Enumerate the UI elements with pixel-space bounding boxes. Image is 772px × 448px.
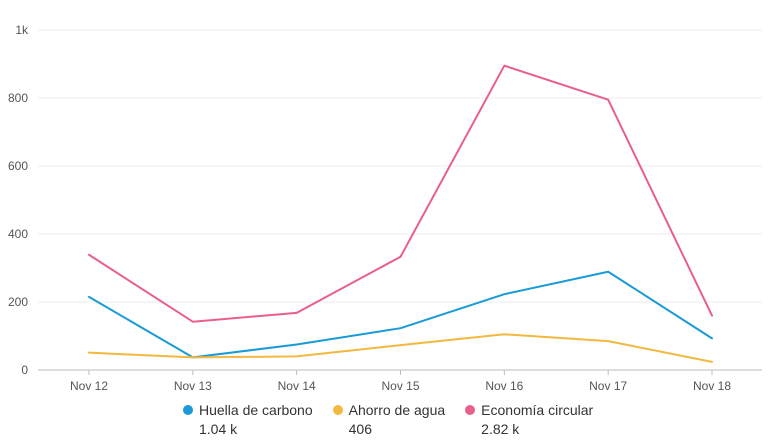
x-tick-label: Nov 17 xyxy=(589,379,627,393)
series-line-ahorro xyxy=(88,333,713,363)
y-tick-label: 200 xyxy=(8,295,28,309)
x-tick-label: Nov 12 xyxy=(70,379,108,393)
y-tick-label: 800 xyxy=(8,91,28,105)
y-tick-label: 1k xyxy=(15,23,29,37)
x-tick-label: Nov 14 xyxy=(278,379,316,393)
legend-label-economia: Economía circular xyxy=(481,402,594,418)
legend-dot-ahorro xyxy=(332,405,343,415)
legend-total-huella: 1.04 k xyxy=(199,421,238,437)
chart-legend: Huella de carbono 1.04 k Ahorro de agua … xyxy=(183,402,593,437)
line-chart: 0 200 400 600 800 1k Nov 12 Nov 13 Nov 14 Nov 15 N… xyxy=(8,23,762,393)
legend-label-huella: Huella de carbono xyxy=(199,402,313,418)
x-tick-label: Nov 18 xyxy=(693,379,731,393)
series-line-economia xyxy=(88,64,713,323)
legend-dot-huella xyxy=(183,405,193,415)
legend-item-economia[interactable]: Economía circular 2.82 k xyxy=(465,402,593,437)
legend-total-ahorro: 406 xyxy=(348,421,372,437)
x-tick-label: Nov 16 xyxy=(485,379,523,393)
x-tick-label: Nov 15 xyxy=(381,379,419,393)
x-tick-label: Nov 13 xyxy=(174,379,212,393)
legend-label-ahorro: Ahorro de agua xyxy=(348,402,446,418)
legend-item-ahorro[interactable]: Ahorro de agua 406 xyxy=(332,402,446,437)
legend-item-huella[interactable]: Huella de carbono 1.04 k xyxy=(183,402,313,437)
legend-total-economia: 2.82 k xyxy=(481,421,520,437)
y-tick-label: 400 xyxy=(8,227,28,241)
y-tick-label: 600 xyxy=(8,159,28,173)
y-tick-label: 0 xyxy=(21,363,28,377)
legend-dot-economia xyxy=(465,405,476,415)
